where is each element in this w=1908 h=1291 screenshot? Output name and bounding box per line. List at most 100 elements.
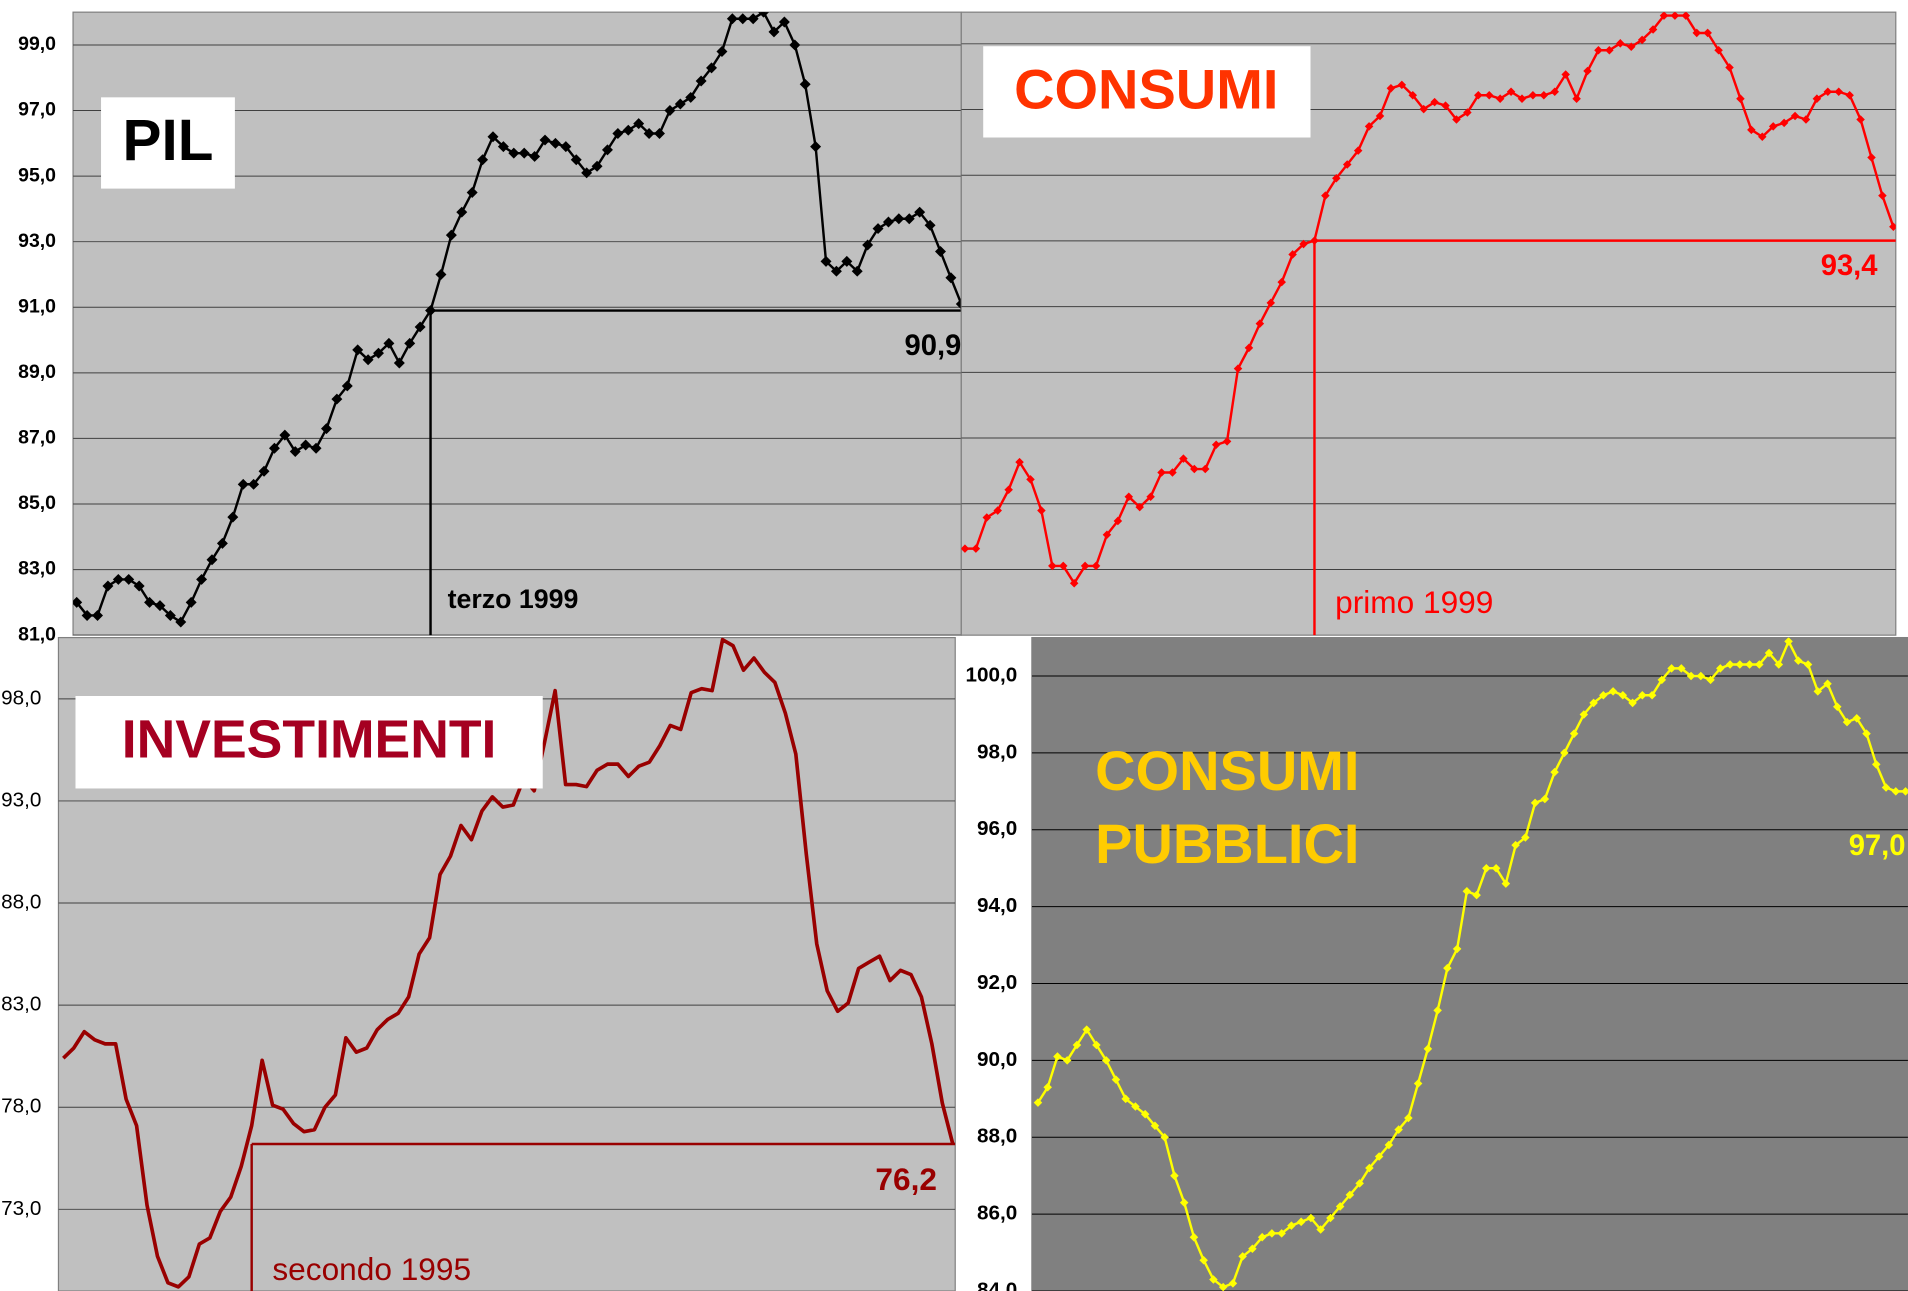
data-point	[1306, 1213, 1316, 1223]
data-point	[1004, 485, 1013, 495]
data-point	[1463, 108, 1472, 117]
title-box	[983, 46, 1311, 138]
data-point	[310, 442, 322, 454]
data-point	[1872, 760, 1881, 769]
y-tick-label: 87,0	[18, 427, 56, 449]
data-point	[1768, 122, 1778, 131]
data-point	[1053, 1052, 1062, 1061]
data-point	[1626, 42, 1636, 52]
data-point	[1681, 12, 1691, 20]
data-point	[1833, 702, 1842, 712]
y-tick-label: 83,0	[1, 993, 41, 1016]
data-point	[1190, 464, 1199, 474]
data-point	[1638, 690, 1647, 700]
data-point	[1703, 28, 1712, 38]
data-point	[1462, 887, 1472, 896]
data-point	[1889, 222, 1896, 232]
data-point	[1901, 787, 1908, 796]
data-point	[961, 544, 970, 553]
data-point	[1878, 191, 1887, 200]
data-point	[612, 128, 624, 139]
data-point	[1803, 660, 1813, 669]
data-point	[1714, 45, 1723, 55]
data-point	[1135, 502, 1144, 512]
data-point	[1043, 1083, 1052, 1092]
data-point	[1608, 687, 1618, 696]
data-point	[1069, 578, 1079, 588]
y-tick-label: 78,0	[1, 1095, 41, 1118]
data-point	[1345, 1190, 1355, 1200]
data-point	[1745, 660, 1754, 669]
chart-title: CONSUMI	[1095, 739, 1359, 802]
data-point	[466, 187, 478, 198]
data-point	[414, 321, 426, 333]
data-point	[1364, 122, 1374, 131]
data-point	[1146, 492, 1155, 501]
data-point	[1111, 1075, 1121, 1084]
data-point	[1026, 475, 1035, 484]
y-tick-label: 99,0	[18, 33, 56, 55]
data-point	[716, 46, 728, 57]
y-tick-label: 92,0	[977, 971, 1017, 994]
data-point	[882, 216, 894, 228]
data-point	[268, 442, 280, 454]
data-point	[1784, 637, 1793, 646]
data-point	[206, 554, 218, 566]
data-point	[1550, 767, 1559, 777]
data-point	[73, 596, 83, 608]
data-point	[1267, 1229, 1277, 1238]
y-tick-label: 95,0	[18, 164, 56, 186]
data-point	[1659, 12, 1669, 20]
data-point	[1845, 90, 1854, 100]
data-point	[1430, 97, 1439, 107]
data-point	[810, 141, 822, 153]
y-tick-label: 86,0	[977, 1202, 1017, 1225]
data-point	[1813, 687, 1823, 696]
data-point	[1686, 671, 1696, 681]
data-point	[862, 239, 874, 251]
data-point	[1332, 174, 1341, 183]
data-point	[1277, 1229, 1286, 1238]
data-point	[1124, 492, 1134, 501]
data-point	[935, 246, 946, 258]
data-point	[1891, 787, 1901, 796]
data-point	[1386, 84, 1396, 93]
data-point	[1326, 1213, 1335, 1223]
data-point	[1452, 115, 1461, 124]
chart-panel: 99,0 97,0 95,0 93,0 91,0 89,0 87,0 85,0 83,0 81,0…	[18, 11, 962, 645]
data-point	[768, 26, 780, 38]
data-point	[1572, 94, 1581, 103]
data-point	[102, 580, 114, 592]
value-label: 93,4	[1821, 250, 1879, 282]
data-point	[1374, 1152, 1384, 1161]
data-point	[1755, 660, 1764, 669]
data-point	[1384, 1140, 1394, 1150]
data-point	[1168, 468, 1177, 477]
data-point	[1248, 1244, 1257, 1253]
y-tick-label: 88,0	[1, 891, 41, 914]
y-tick-label: 94,0	[977, 894, 1017, 917]
chart-title: CONSUMI	[1014, 57, 1278, 120]
data-point	[1569, 729, 1579, 738]
data-point	[1316, 1225, 1325, 1234]
data-point	[373, 347, 384, 359]
data-point	[1080, 561, 1090, 571]
data-point	[1394, 1125, 1403, 1134]
data-point	[1735, 660, 1745, 669]
data-point	[955, 298, 962, 310]
value-label: 76,2	[875, 1161, 937, 1197]
value-label: 97,0	[1849, 830, 1906, 862]
data-point	[789, 39, 801, 51]
data-point	[758, 12, 770, 18]
data-point	[1881, 783, 1891, 792]
data-point	[1747, 125, 1756, 135]
data-point	[726, 13, 738, 25]
data-point	[1233, 364, 1243, 373]
data-point	[643, 128, 655, 139]
data-point	[300, 439, 312, 451]
y-tick-label: 93,0	[1, 788, 41, 811]
data-point	[1725, 63, 1734, 72]
data-point	[1072, 1040, 1082, 1050]
data-point	[799, 78, 811, 90]
